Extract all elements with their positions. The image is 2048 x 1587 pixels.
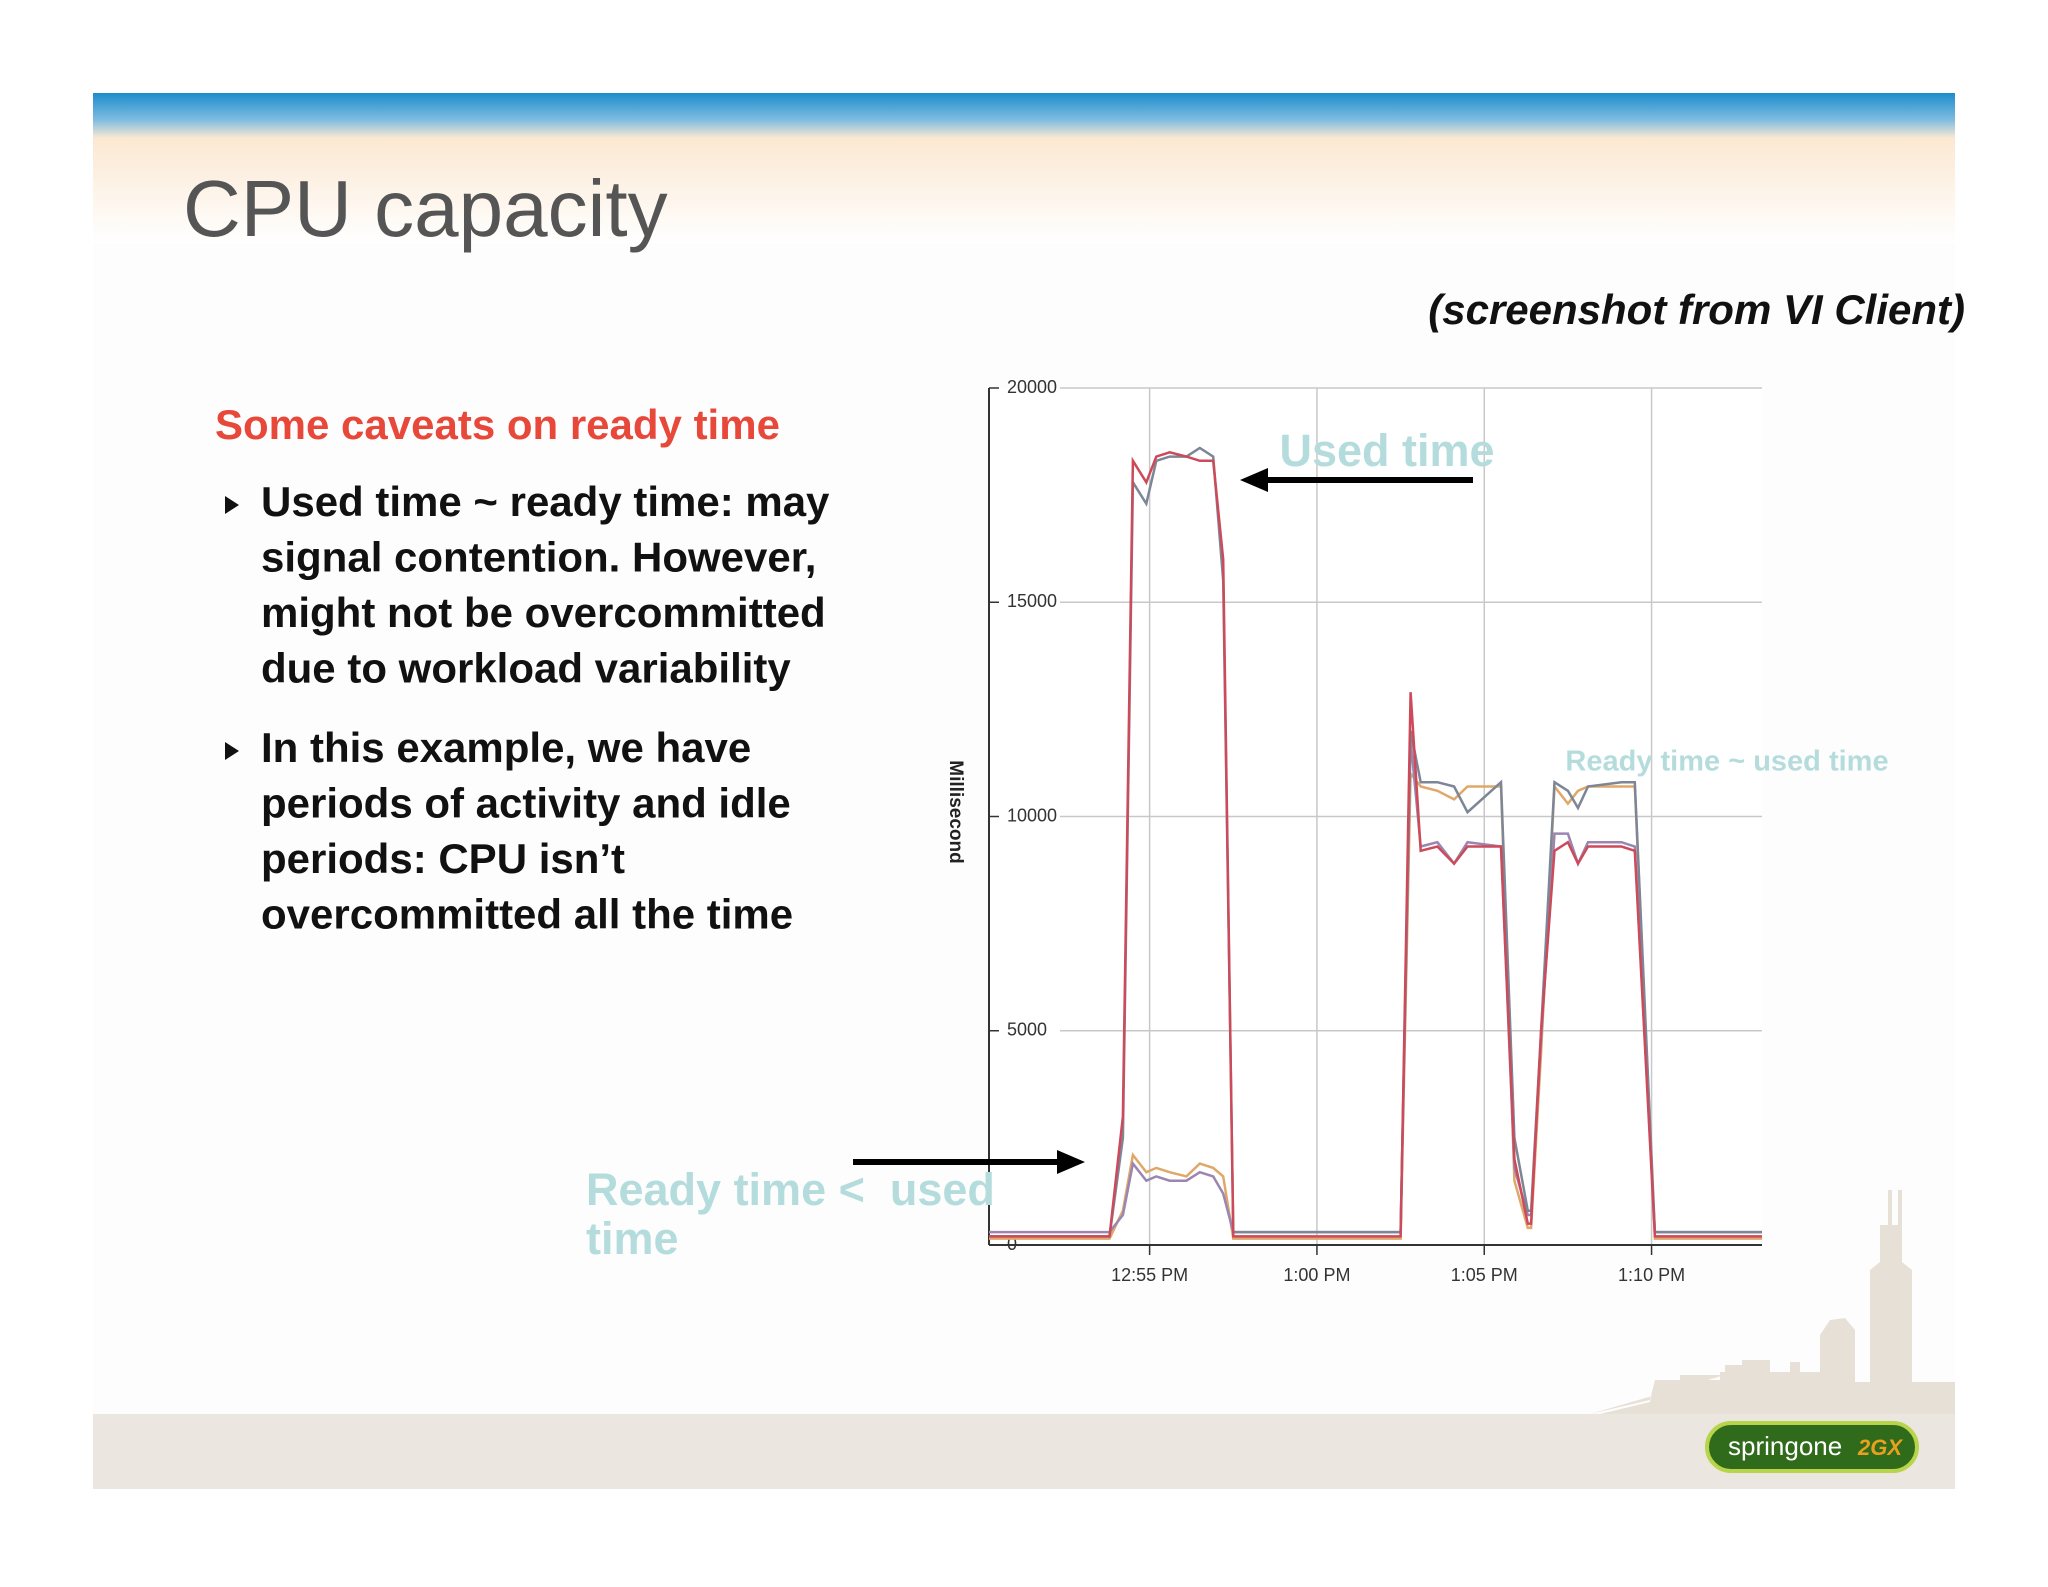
bullet-text: signal contention. However,	[261, 534, 816, 581]
bullet-text: overcommitted all the time	[261, 891, 793, 938]
skyline	[1600, 1190, 1955, 1414]
annotation: Used time	[1279, 425, 1494, 476]
bullet-text: In this example, we have	[261, 724, 751, 771]
subtitle: Some caveats on ready time	[215, 401, 780, 448]
bullet-text: Used time ~ ready time: may	[261, 478, 830, 525]
annotation: Ready time ~ used time	[1565, 746, 1888, 778]
annotation: time	[586, 1213, 679, 1264]
logo-text: springone	[1728, 1431, 1842, 1461]
y-tick-label: 10000	[1007, 805, 1057, 825]
series-line	[989, 450, 1762, 1238]
bullet-marker	[225, 496, 239, 514]
note: (screenshot from VI Client)	[1428, 286, 1965, 333]
bullet-marker	[225, 742, 239, 760]
slide-title: CPU capacity	[183, 164, 668, 253]
bullet-list: Used time ~ ready time: may signal conten…	[225, 478, 830, 938]
logo-badge	[1705, 1421, 1919, 1473]
y-tick-label: 5000	[1007, 1020, 1047, 1040]
x-tick-label: 1:10 PM	[1618, 1265, 1685, 1285]
logo-mark: 2GX	[1857, 1435, 1903, 1460]
y-tick-label: 15000	[1007, 591, 1057, 611]
y-tick-label: 20000	[1007, 377, 1057, 397]
chart: 0 5000 10000 15000 20000 12:55 PM 1:00 PM 1:05 …	[586, 377, 1889, 1285]
header-band	[93, 93, 1955, 243]
x-tick-label: 1:05 PM	[1451, 1265, 1518, 1285]
series-line	[989, 446, 1762, 1238]
bullet-text: periods of activity and idle	[261, 780, 791, 827]
series-line	[989, 770, 1762, 1240]
x-tick-label: 1:00 PM	[1283, 1265, 1350, 1285]
bullet-text: due to workload variability	[261, 645, 791, 692]
arrow-head	[1057, 1150, 1085, 1174]
x-tick-label: 12:55 PM	[1111, 1265, 1188, 1285]
footer-band	[93, 1414, 1955, 1489]
bullet-text: might not be overcommitted	[261, 589, 826, 636]
bullet-text: periods: CPU isn’t	[261, 835, 625, 882]
annotation: Ready time < used	[586, 1164, 995, 1215]
y-axis-label: Millisecond	[945, 760, 966, 863]
y-tick-label: 0	[1007, 1234, 1017, 1254]
arrow-head	[1240, 468, 1268, 492]
